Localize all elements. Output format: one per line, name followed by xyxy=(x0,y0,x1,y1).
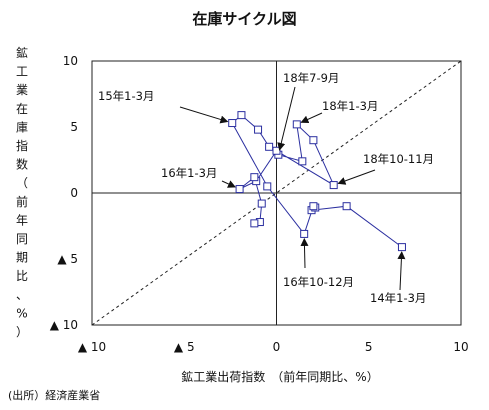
y-axis-label-char: 鉱 xyxy=(16,45,28,60)
chart-title: 在庫サイクル図 xyxy=(192,10,297,28)
y-axis-label-char: ） xyxy=(16,325,28,339)
data-point xyxy=(300,229,309,238)
y-tick-label: 10 xyxy=(63,54,78,68)
y-axis-label-char: 年 xyxy=(16,213,28,227)
data-point xyxy=(237,111,246,120)
annotation-label: 15年1-3月 xyxy=(98,89,154,103)
y-axis-label-char: 業 xyxy=(16,83,28,97)
y-tick-label: ▲ 5 xyxy=(57,252,78,266)
reference-line-45deg xyxy=(91,60,462,326)
y-axis-label-char: 庫 xyxy=(16,120,28,134)
source-note: (出所）経済産業省 xyxy=(8,389,101,402)
annotation-arrow xyxy=(300,112,323,124)
y-tick-label: 5 xyxy=(70,120,78,134)
x-tick-label: ▲ 10 xyxy=(78,340,106,354)
data-point xyxy=(228,119,237,128)
data-point xyxy=(309,136,318,145)
data-point xyxy=(257,199,266,208)
y-axis-label-char: 、 xyxy=(16,288,28,302)
annotation-arrow xyxy=(179,106,229,124)
y-axis-label-char: % xyxy=(16,306,27,320)
y-axis-label-char: 同 xyxy=(16,232,28,246)
x-tick-label: ▲ 5 xyxy=(174,340,195,354)
x-tick-label: 10 xyxy=(453,340,468,354)
annotation-label: 16年10-12月 xyxy=(283,275,354,289)
data-point xyxy=(250,219,259,228)
y-axis-label-char: 前 xyxy=(16,194,28,209)
x-tick-label: 0 xyxy=(273,340,281,354)
data-point xyxy=(265,142,274,151)
annotation-label: 14年1-3月 xyxy=(370,291,426,305)
y-axis-label-char: 数 xyxy=(16,157,28,172)
data-point xyxy=(263,182,272,191)
y-tick-label: 0 xyxy=(70,186,78,200)
data-point xyxy=(292,120,301,129)
y-axis-label-char: （ xyxy=(16,176,28,190)
data-point xyxy=(250,173,259,182)
annotation-arrow xyxy=(221,180,236,188)
y-axis-label-char: 期 xyxy=(16,251,28,265)
y-axis-label-char: 指 xyxy=(16,138,28,153)
data-point xyxy=(397,243,406,252)
data-point xyxy=(254,125,263,134)
annotation-label: 18年1-3月 xyxy=(322,99,378,113)
data-point xyxy=(309,202,318,211)
annotation-arrow xyxy=(277,86,296,151)
x-tick-label: 5 xyxy=(365,340,373,354)
annotation-label: 16年1-3月 xyxy=(161,166,217,180)
data-point xyxy=(235,185,244,194)
y-axis-label-char: 比 xyxy=(16,269,28,283)
data-point xyxy=(342,202,351,211)
y-axis-label-char: 在 xyxy=(16,102,28,116)
annotation-arrow xyxy=(397,251,406,291)
x-axis-label: 鉱工業出荷指数 （前年同期比、%） xyxy=(181,369,378,384)
annotation-arrow xyxy=(300,237,309,269)
annotation-label: 18年7-9月 xyxy=(283,71,339,85)
annotation-label: 18年10-11月 xyxy=(363,152,434,166)
y-tick-label: ▲ 10 xyxy=(50,318,78,332)
y-axis-label-char: 工 xyxy=(16,65,28,79)
data-point xyxy=(272,146,281,155)
annotation-arrow xyxy=(337,169,376,185)
data-point xyxy=(298,157,307,166)
data-point xyxy=(329,181,338,190)
